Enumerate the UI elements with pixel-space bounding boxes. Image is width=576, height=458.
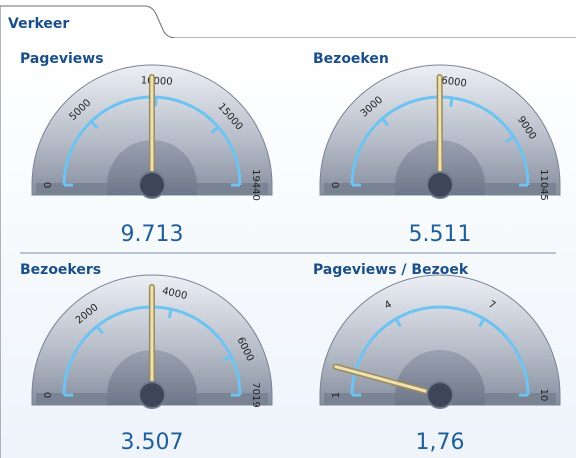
tick-label: 4 bbox=[383, 299, 394, 312]
tick-label: 10000 bbox=[141, 75, 173, 87]
needle-knob bbox=[138, 381, 166, 409]
tick-mark bbox=[167, 308, 173, 319]
gauge-value: 9.713 bbox=[121, 222, 184, 247]
gauge-value: 3.507 bbox=[121, 430, 184, 455]
tick-label: 6000 bbox=[441, 75, 468, 89]
gauge-scale bbox=[350, 305, 530, 396]
tick-label: 4000 bbox=[161, 286, 188, 302]
tick-label: 1 bbox=[331, 392, 342, 398]
needle-knob bbox=[426, 381, 454, 409]
needle-highlight bbox=[334, 365, 442, 397]
tick-label: 10 bbox=[538, 389, 549, 402]
tick-mark bbox=[381, 117, 390, 127]
needle-knob bbox=[426, 171, 454, 199]
tick-label: 19440 bbox=[250, 169, 261, 201]
tick-label: 7 bbox=[486, 299, 497, 312]
gauges: Pageviews050001000015000194409.713Bezoek… bbox=[20, 51, 561, 455]
tick-label: 0 bbox=[43, 392, 54, 398]
tick-mark bbox=[478, 318, 486, 328]
gauge-body bbox=[319, 274, 561, 406]
panel-border bbox=[0, 5, 576, 458]
tab-label[interactable]: Verkeer bbox=[8, 16, 69, 32]
gauge-title: Pageviews bbox=[20, 51, 104, 67]
gauge-title: Bezoekers bbox=[20, 262, 101, 278]
gauge-value: 5.511 bbox=[409, 222, 472, 247]
tick-mark bbox=[90, 120, 99, 129]
tick-mark bbox=[222, 354, 232, 362]
tick-mark bbox=[95, 325, 104, 335]
tick-mark bbox=[449, 97, 454, 107]
tick-label: 11045 bbox=[538, 169, 549, 201]
tick-mark bbox=[394, 318, 402, 328]
tick-mark bbox=[210, 126, 220, 135]
tick-label: 0 bbox=[43, 182, 54, 188]
needle-knob bbox=[138, 171, 166, 199]
gauge-value: 1,76 bbox=[416, 430, 465, 455]
tick-mark bbox=[505, 135, 515, 143]
tick-label: 7019 bbox=[250, 382, 261, 407]
tick-label: 0 bbox=[331, 182, 342, 188]
tab[interactable] bbox=[1, 7, 576, 39]
needle bbox=[332, 363, 443, 398]
gauge-title: Bezoeken bbox=[313, 51, 389, 67]
gauge-title: Pageviews / Bezoek bbox=[313, 262, 469, 278]
